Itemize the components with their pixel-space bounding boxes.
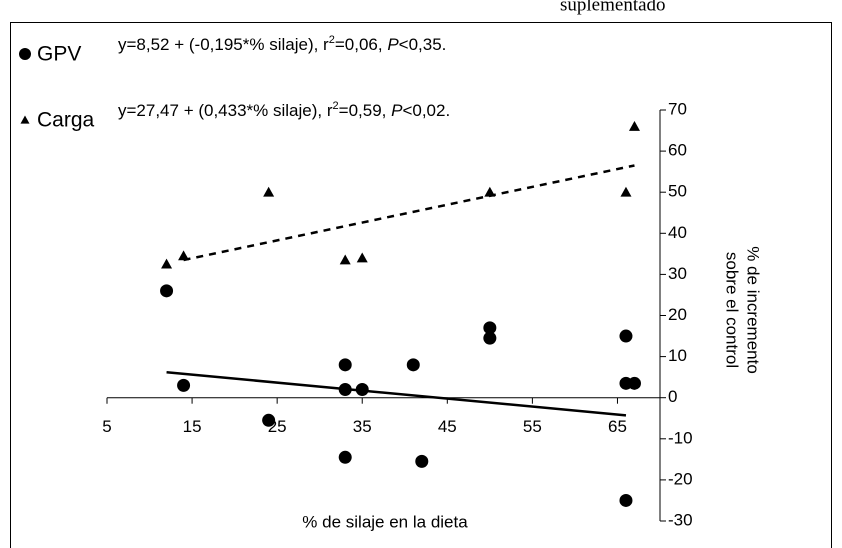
legend-label: Carga	[37, 109, 95, 132]
point	[160, 284, 174, 298]
y-tick-label: -20	[668, 469, 693, 488]
point	[415, 454, 429, 468]
point	[356, 252, 368, 263]
point	[406, 358, 420, 372]
y-axis-label: % de incremento	[744, 246, 763, 374]
y-tick-label: 70	[668, 99, 687, 118]
y-tick-label: 40	[668, 223, 687, 242]
equation-part: P	[387, 35, 399, 54]
x-axis-label: % de silaje en la dieta	[302, 512, 468, 531]
y-tick-label: 20	[668, 305, 687, 324]
point	[627, 376, 641, 390]
equation-part: y=8,52 + (-0,195*% silaje), r	[118, 35, 329, 54]
equation-part: <0,35.	[399, 35, 447, 54]
point	[339, 254, 351, 265]
equation-part: 2	[333, 100, 339, 112]
equation-part: y=27,47 + (0,433*% silaje), r	[118, 101, 333, 120]
y-tick-label: 30	[668, 264, 687, 283]
equation: y=8,52 + (-0,195*% silaje), r2=0,06, P<0…	[118, 34, 446, 55]
x-tick-label: 55	[523, 417, 542, 436]
equation: y=27,47 + (0,433*% silaje), r2=0,59, P<0…	[118, 100, 450, 121]
point	[619, 493, 633, 507]
y-tick-label: -10	[668, 428, 693, 447]
equation-part: =0,06,	[335, 35, 387, 54]
y-tick-label: 50	[668, 182, 687, 201]
trendline	[183, 164, 635, 262]
y-tick-label: -30	[668, 510, 693, 529]
y-axis-label: sobre el control	[723, 252, 742, 368]
point	[178, 250, 190, 261]
point	[338, 382, 352, 396]
point	[262, 413, 276, 427]
point	[620, 186, 632, 197]
equation-part: 2	[329, 34, 335, 46]
point	[263, 186, 275, 197]
point	[483, 331, 497, 345]
x-tick-label: 65	[608, 417, 627, 436]
point	[483, 321, 497, 335]
x-tick-label: 35	[353, 417, 372, 436]
x-tick-label: 15	[183, 417, 202, 436]
point	[161, 258, 173, 269]
equation-part: P	[391, 101, 403, 120]
point	[355, 382, 369, 396]
equation-part: =0,59,	[339, 101, 391, 120]
header-fragment: suplementado	[560, 0, 666, 15]
point	[628, 120, 640, 131]
point	[338, 358, 352, 372]
legend-marker	[20, 115, 30, 124]
point	[177, 378, 191, 392]
point	[619, 329, 633, 343]
equation-part: <0,02.	[402, 101, 450, 120]
x-tick-label: 5	[102, 417, 111, 436]
point	[484, 186, 496, 197]
y-tick-label: 60	[668, 141, 687, 160]
y-tick-label: 0	[668, 387, 677, 406]
point	[338, 450, 352, 464]
frame	[10, 22, 832, 548]
y-tick-label: 10	[668, 346, 687, 365]
legend-label: GPV	[37, 43, 81, 66]
legend-marker	[19, 48, 31, 60]
x-tick-label: 45	[438, 417, 457, 436]
trendline	[166, 370, 627, 417]
